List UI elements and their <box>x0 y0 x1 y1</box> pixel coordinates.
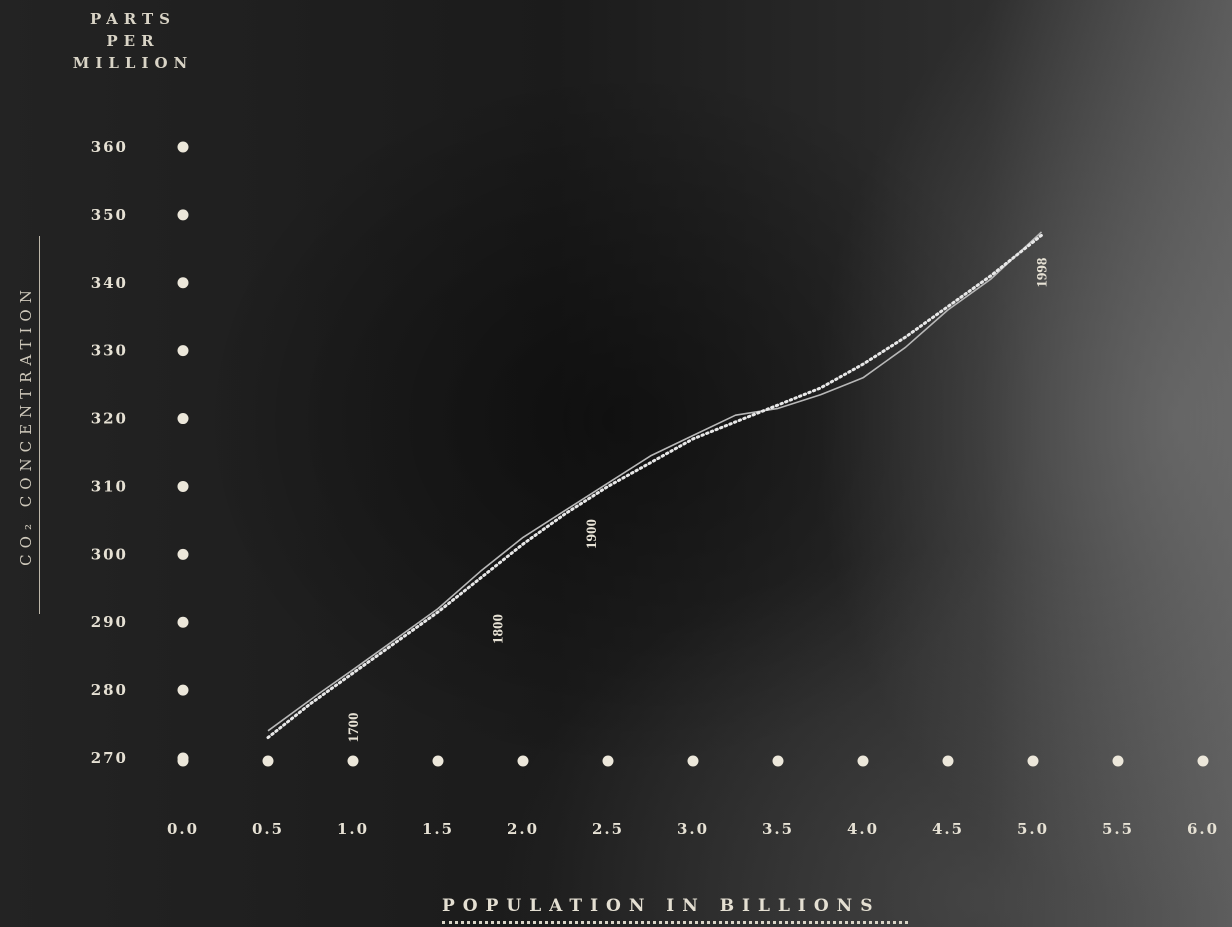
y-axis-unit-label: PARTS PER MILLION <box>58 8 208 74</box>
year-annotation: 1900 <box>584 519 600 549</box>
y-tick-dot <box>177 209 189 221</box>
x-tick-label: 1.0 <box>337 820 369 838</box>
x-tick-label: 3.5 <box>762 820 794 838</box>
x-tick-dot <box>687 755 699 767</box>
x-tick-dot <box>942 755 954 767</box>
y-tick-dot <box>177 141 189 153</box>
series-line-dotted <box>266 233 1043 740</box>
y-tick-label: 340 <box>91 274 128 292</box>
y-tick-label: 300 <box>91 545 128 563</box>
y-tick-dot <box>177 684 189 696</box>
series-group <box>266 231 1043 740</box>
y-tick-label: 330 <box>91 342 128 360</box>
y-tick-dot <box>177 480 189 492</box>
x-tick-dot <box>1112 755 1124 767</box>
y-unit-line-3: MILLION <box>72 54 194 72</box>
y-axis-ticks: 360 350 340 330 320 310 300 290 280 270 <box>91 138 189 767</box>
x-tick-label: 5.5 <box>1102 820 1134 838</box>
y-tick-label: 320 <box>91 410 128 428</box>
y-tick-label: 310 <box>91 477 128 495</box>
year-annotation: 1800 <box>491 614 507 644</box>
x-tick-dot <box>517 755 529 767</box>
x-tick-dot <box>857 755 869 767</box>
y-unit-line-1: PARTS <box>89 10 177 28</box>
y-axis-title-rule <box>39 236 40 614</box>
x-tick-label: 4.5 <box>932 820 964 838</box>
year-annotation: 1700 <box>346 713 362 743</box>
x-tick-label: 3.0 <box>677 820 709 838</box>
series-line-solid <box>267 231 1043 732</box>
year-annotation: 1998 <box>1035 258 1051 288</box>
y-tick-dot <box>177 345 189 357</box>
y-tick-dot <box>177 548 189 560</box>
x-tick-dot <box>432 755 444 767</box>
x-tick-dot <box>772 755 784 767</box>
x-tick-dot <box>1197 755 1209 767</box>
x-tick-dot <box>177 755 189 767</box>
y-unit-line-2: PER <box>106 32 160 50</box>
x-axis-title: POPULATION IN BILLIONS <box>442 896 881 916</box>
x-tick-dot <box>1027 755 1039 767</box>
y-tick-label: 270 <box>91 749 128 767</box>
x-axis-title-rule <box>442 921 908 924</box>
y-tick-label: 290 <box>91 613 128 631</box>
y-tick-dot <box>177 277 189 289</box>
x-tick-dot <box>347 755 359 767</box>
x-tick-label: 5.0 <box>1017 820 1049 838</box>
y-tick-dot <box>177 413 189 425</box>
y-tick-dot <box>177 616 189 628</box>
x-tick-label: 4.0 <box>847 820 879 838</box>
x-tick-label: 1.5 <box>422 820 454 838</box>
y-tick-label: 280 <box>91 681 128 699</box>
year-annotations: 1700 1800 1900 1998 <box>346 258 1051 743</box>
x-tick-label: 0.5 <box>252 820 284 838</box>
x-axis-ticks: 0.0 0.5 1.0 1.5 2.0 2.5 3.0 3.5 4.0 4.5 5.0 5.5 6.0 <box>167 755 1219 838</box>
y-tick-label: 360 <box>91 138 128 156</box>
x-tick-label: 6.0 <box>1187 820 1219 838</box>
x-tick-dot <box>262 755 274 767</box>
x-tick-label: 0.0 <box>167 820 199 838</box>
x-tick-label: 2.5 <box>592 820 624 838</box>
x-tick-dot <box>602 755 614 767</box>
x-tick-label: 2.0 <box>507 820 539 838</box>
y-tick-label: 350 <box>91 206 128 224</box>
